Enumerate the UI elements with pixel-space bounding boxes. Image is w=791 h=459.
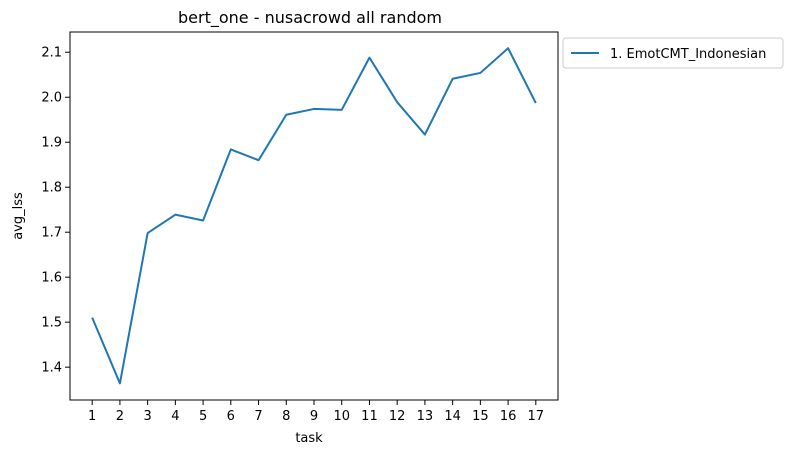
series-line-0 <box>91 47 537 385</box>
x-tick-label: 17 <box>528 409 545 424</box>
x-axis-label: task <box>295 431 323 446</box>
series-layer <box>91 47 537 385</box>
x-tick-label: 13 <box>417 409 434 424</box>
x-tick-label: 3 <box>143 409 151 424</box>
y-axis: 1.4 1.5 1.6 1.7 1.8 1.9 2.0 2.1 <box>41 46 70 376</box>
y-tick-label: 1.5 <box>41 316 62 331</box>
x-axis: 1 2 3 4 5 6 7 8 9 10 11 12 13 14 15 16 17 <box>88 400 544 424</box>
x-tick-label: 12 <box>389 409 406 424</box>
x-tick-label: 15 <box>472 409 489 424</box>
y-tick-label: 1.7 <box>41 226 62 241</box>
x-tick-label: 14 <box>444 409 461 424</box>
x-tick-label: 1 <box>88 409 96 424</box>
x-tick-label: 2 <box>116 409 124 424</box>
chart-title: bert_one - nusacrowd all random <box>178 8 442 28</box>
y-tick-label: 1.4 <box>41 361 62 376</box>
legend-box <box>562 37 784 69</box>
legend: 1. EmotCMT_Indonesian <box>562 37 784 69</box>
y-tick-label: 1.6 <box>41 271 62 286</box>
x-tick-label: 5 <box>199 409 207 424</box>
y-tick-label: 2.1 <box>41 46 62 61</box>
x-tick-label: 4 <box>171 409 179 424</box>
x-tick-label: 16 <box>500 409 517 424</box>
y-axis-label: avg_lss <box>11 192 26 240</box>
legend-label: 1. EmotCMT_Indonesian <box>610 47 766 62</box>
x-tick-label: 11 <box>361 409 378 424</box>
plot-area-frame <box>69 31 559 401</box>
x-tick-label: 10 <box>333 409 350 424</box>
y-tick-label: 1.8 <box>41 181 62 196</box>
x-tick-label: 7 <box>254 409 262 424</box>
y-tick-label: 2.0 <box>41 91 62 106</box>
x-tick-label: 9 <box>310 409 318 424</box>
y-tick-label: 1.9 <box>41 136 62 151</box>
x-tick-label: 8 <box>282 409 290 424</box>
x-tick-label: 6 <box>227 409 235 424</box>
